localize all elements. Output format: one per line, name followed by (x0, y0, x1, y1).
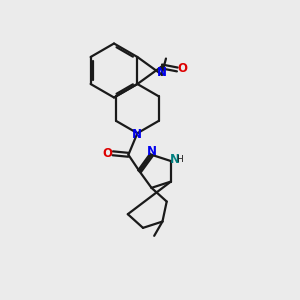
Text: O: O (177, 62, 188, 75)
Text: N: N (157, 66, 167, 79)
Text: N: N (146, 145, 157, 158)
Text: N: N (169, 153, 180, 166)
Text: O: O (102, 147, 112, 160)
Text: H: H (177, 155, 183, 164)
Text: N: N (132, 128, 142, 141)
